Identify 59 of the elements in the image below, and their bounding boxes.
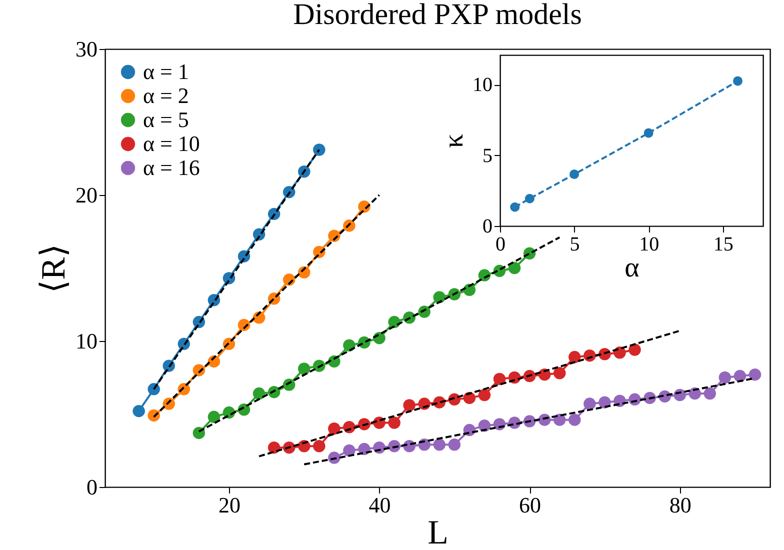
point (628, 344, 641, 356)
point (433, 438, 446, 451)
point (132, 404, 145, 418)
x-axis-title: α (624, 252, 640, 284)
point (208, 410, 220, 424)
point (403, 399, 416, 412)
point (313, 440, 326, 452)
point (328, 230, 340, 242)
y-tick-label: 10 (472, 74, 492, 96)
point (298, 362, 310, 375)
point (388, 416, 400, 429)
x-tick-label: 5 (570, 234, 580, 256)
y-axis-title: ⟨R⟩ (36, 244, 72, 294)
point (508, 262, 521, 274)
point (570, 170, 580, 180)
y-axis-title: κ (438, 134, 470, 148)
point (598, 396, 611, 408)
legend-label: α = 5 (143, 107, 189, 132)
legend-label: α = 1 (143, 59, 189, 84)
x-axis-title: L (428, 514, 448, 550)
y-tick-label: 5 (482, 144, 492, 167)
point (718, 371, 732, 384)
chart-title: Disordered PXP models (293, 0, 582, 31)
point (148, 383, 160, 396)
point (313, 144, 326, 156)
x-tick-label: 40 (368, 492, 391, 518)
point (734, 370, 746, 382)
point (343, 339, 356, 352)
y-tick-label: 10 (76, 328, 98, 354)
point (732, 76, 742, 86)
point (252, 387, 266, 400)
y-tick-label: 0 (86, 474, 98, 500)
x-tick-label: 60 (519, 492, 542, 518)
point (553, 367, 566, 380)
point (343, 444, 356, 457)
x-tick-label: 15 (713, 234, 734, 256)
point (568, 350, 581, 364)
point (748, 368, 762, 381)
x-tick-label: 10 (639, 234, 660, 256)
point (510, 202, 520, 212)
point (524, 194, 534, 204)
point (448, 438, 461, 451)
y-tick-label: 0 (482, 216, 492, 238)
y-tick-label: 30 (76, 36, 98, 62)
x-tick-label: 20 (218, 492, 240, 518)
point (192, 426, 206, 440)
point (493, 372, 506, 386)
x-tick-label: 80 (669, 492, 692, 518)
legend-label: α = 10 (143, 131, 200, 156)
legend-label: α = 16 (143, 155, 200, 180)
point (584, 398, 596, 410)
legend-label: α = 2 (143, 83, 189, 108)
point (328, 422, 340, 435)
point (644, 128, 654, 138)
point (433, 291, 446, 304)
point (478, 388, 491, 402)
point (568, 414, 581, 426)
point (704, 387, 716, 400)
y-tick-label: 20 (76, 182, 98, 208)
